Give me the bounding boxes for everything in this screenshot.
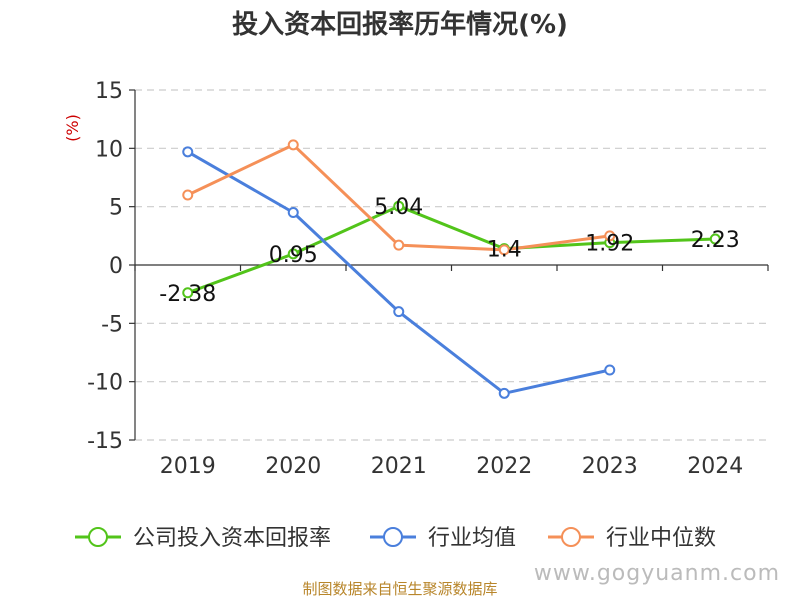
- series-0-point: [393, 200, 405, 212]
- series-0-point: [182, 287, 194, 299]
- series-0-point: [287, 248, 299, 260]
- y-tick-label: -10: [87, 371, 123, 396]
- series-points: [182, 139, 721, 399]
- x-tick-label: 2023: [582, 454, 638, 479]
- axes: [129, 89, 769, 441]
- legend-swatch-marker-0: [88, 527, 108, 547]
- data-label: 1.92: [585, 232, 634, 257]
- data-label: 1.4: [487, 238, 522, 263]
- data-label: 2.23: [691, 228, 740, 253]
- series-1-point: [393, 306, 405, 318]
- series-2-point: [604, 230, 616, 242]
- series-2-point: [393, 239, 405, 251]
- data-label: 0.95: [269, 243, 318, 268]
- data-label: 5.04: [374, 195, 423, 220]
- legend-swatch-marker-1: [383, 527, 403, 547]
- watermark: www.gogyuanm.com: [534, 561, 780, 586]
- series-1-point: [498, 387, 510, 399]
- x-tick-label: 2022: [476, 454, 532, 479]
- legend-swatch-marker-2: [561, 527, 581, 547]
- series-1-point: [287, 207, 299, 218]
- legend-label: 行业均值: [428, 526, 516, 551]
- series-2-point: [498, 244, 510, 256]
- x-tick-label: 2021: [371, 454, 427, 479]
- y-tick-label: 15: [95, 79, 123, 104]
- y-tick-label: 10: [95, 137, 123, 162]
- series-line-1: [187, 150, 611, 395]
- legend: 公司投入资本回报率 行业均值 行业中位数: [75, 526, 716, 551]
- series-1-point: [182, 146, 194, 158]
- y-tick-labels: 15 10 5 0 -5 -10 -15: [87, 79, 123, 454]
- chart-title: 投入资本回报率历年情况(%): [232, 9, 568, 40]
- y-tick-label: 5: [109, 196, 123, 221]
- series-2-point: [182, 189, 194, 201]
- x-tick-label: 2019: [160, 454, 216, 479]
- y-tick-label: 0: [109, 254, 123, 279]
- legend-label: 公司投入资本回报率: [133, 526, 331, 551]
- legend-label: 行业中位数: [606, 526, 716, 551]
- x-tick-label: 2020: [265, 454, 321, 479]
- data-label: -2.38: [159, 282, 216, 307]
- series-1-point: [604, 364, 616, 376]
- x-tick-labels: 2019 2020 2021 2022 2023 2024: [160, 454, 744, 479]
- data-labels: -2.38 0.95 5.04 1.4 1.92 2.23: [159, 195, 739, 307]
- y-tick-label: -15: [87, 429, 123, 454]
- series-2-point: [287, 139, 299, 151]
- x-tick-label: 2024: [687, 454, 743, 479]
- gridlines: [135, 89, 768, 441]
- source-note: 制图数据来自恒生聚源数据库: [302, 580, 497, 598]
- series-line-0: [187, 204, 716, 295]
- y-axis-label: (%): [63, 114, 82, 142]
- y-tick-label: -5: [101, 312, 123, 337]
- series-0-point: [709, 233, 721, 245]
